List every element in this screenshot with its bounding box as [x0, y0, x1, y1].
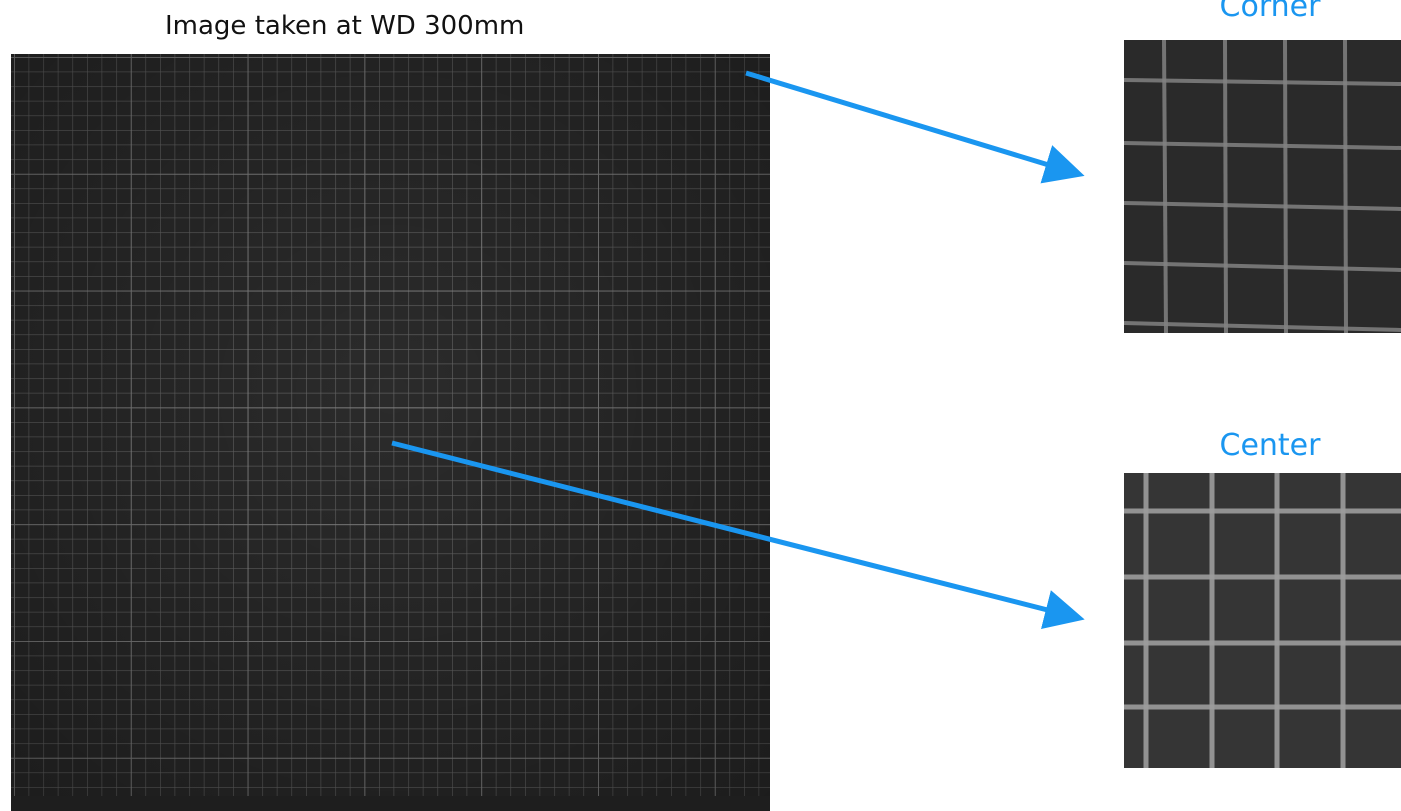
- grid-target-image: [11, 54, 770, 811]
- arrow-right-icon: [745, 70, 1085, 184]
- corner-zoom-image: [1124, 40, 1401, 333]
- center-zoom-image: [1124, 473, 1401, 768]
- corner-label: Corner: [1219, 0, 1321, 24]
- center-label: Center: [1219, 428, 1321, 463]
- page-title: Image taken at WD 300mm: [165, 11, 525, 41]
